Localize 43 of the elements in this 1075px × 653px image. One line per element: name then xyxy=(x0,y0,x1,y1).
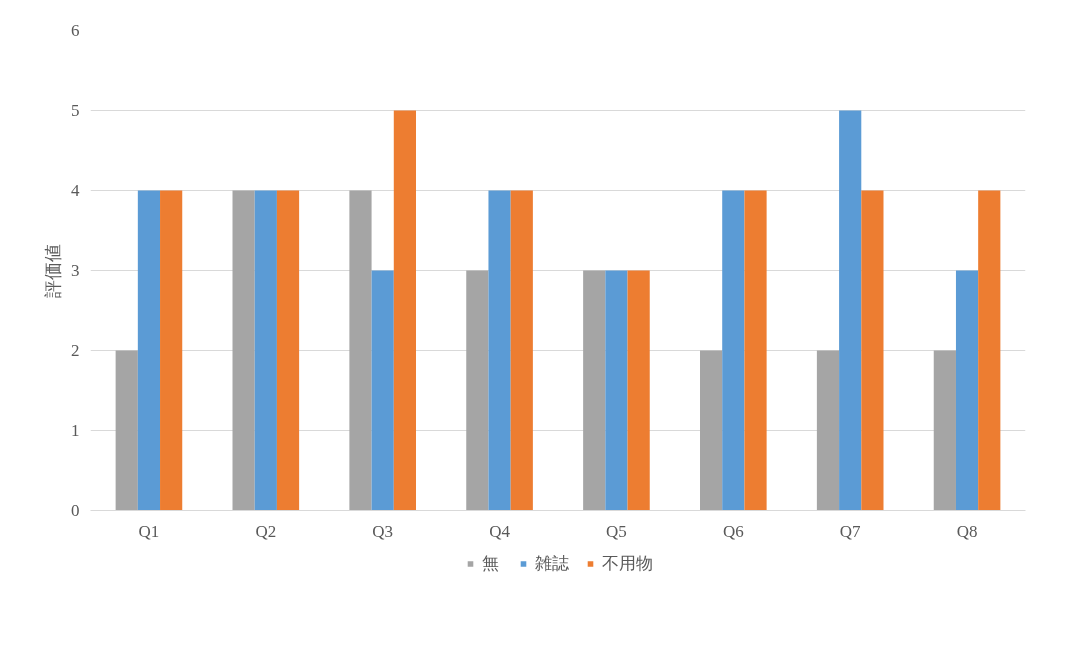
y-tick-label: 1 xyxy=(71,421,80,440)
bar xyxy=(276,190,300,511)
bar xyxy=(978,190,1001,511)
bar xyxy=(744,190,767,511)
bar xyxy=(160,190,183,511)
y-tick-label: 2 xyxy=(71,341,80,360)
bar xyxy=(627,270,650,511)
x-tick-label: Q8 xyxy=(956,521,978,541)
y-axis-title: 評価値 xyxy=(43,243,63,298)
y-tick-label: 0 xyxy=(71,501,80,520)
y-tick-label: 4 xyxy=(71,181,80,200)
y-tick-label: 6 xyxy=(71,21,80,40)
y-tick-label: 5 xyxy=(71,101,80,120)
bar xyxy=(955,270,979,511)
bar xyxy=(816,350,840,511)
bar xyxy=(254,190,277,511)
x-tick-label: Q5 xyxy=(606,521,627,541)
x-tick-label: Q6 xyxy=(722,521,744,541)
bar xyxy=(933,350,956,511)
x-tick-label: Q7 xyxy=(839,521,862,541)
bar xyxy=(605,270,628,511)
bar xyxy=(722,190,745,511)
legend-label: 不用物 xyxy=(601,552,653,575)
bar xyxy=(839,110,862,511)
x-tick-label: Q2 xyxy=(255,521,277,541)
bar xyxy=(115,350,138,511)
bar xyxy=(371,270,394,511)
x-tick-label: Q4 xyxy=(489,521,511,541)
bar xyxy=(349,190,372,511)
legend-label: 無 xyxy=(481,552,500,575)
bar xyxy=(700,350,723,511)
x-tick-label: Q1 xyxy=(138,521,160,541)
bar xyxy=(393,110,416,511)
bar xyxy=(488,190,511,511)
bar xyxy=(137,190,161,511)
bar xyxy=(583,270,606,511)
legend-label: 雑誌 xyxy=(534,552,569,575)
bar xyxy=(232,190,255,511)
bar xyxy=(861,190,884,511)
y-tick-label: 3 xyxy=(71,261,80,280)
x-tick-label: Q3 xyxy=(372,521,394,541)
bar xyxy=(466,270,489,511)
bar xyxy=(510,190,533,511)
